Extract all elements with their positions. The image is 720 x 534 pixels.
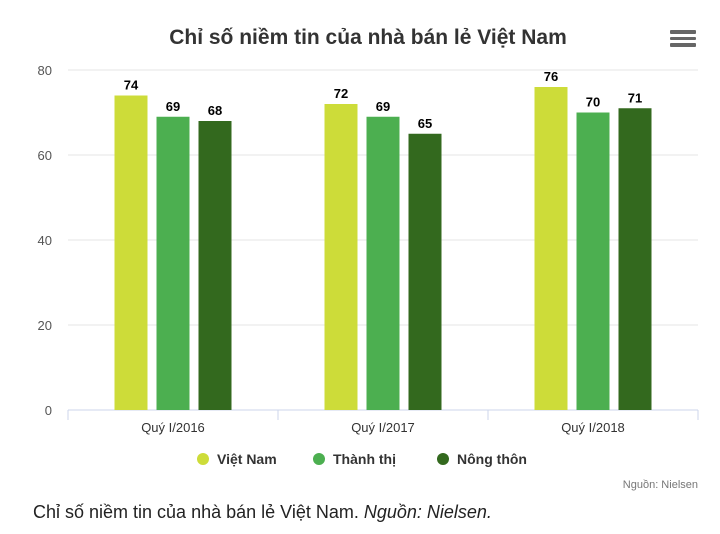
data-label: 68 — [208, 103, 222, 118]
bar — [576, 112, 610, 410]
data-label: 76 — [544, 69, 558, 84]
legend-item: Thành thị — [333, 451, 396, 467]
bar-chart: Chỉ số niềm tin của nhà bán lẻ Việt Nam 0… — [38, 26, 699, 491]
bar — [198, 121, 232, 410]
chart-credits: Nguồn: Nielsen — [623, 479, 698, 491]
legend-marker — [197, 453, 209, 465]
data-label: 72 — [334, 86, 348, 101]
caption-text: Chỉ số niềm tin của nhà bán lẻ Việt Nam. — [33, 502, 364, 522]
chart-title: Chỉ số niềm tin của nhà bán lẻ Việt Nam — [169, 26, 567, 49]
chart-container: Chỉ số niềm tin của nhà bán lẻ Việt Nam 0… — [38, 26, 699, 491]
y-tick-label: 60 — [38, 148, 52, 163]
y-tick-label: 20 — [38, 318, 52, 333]
bar — [114, 95, 148, 410]
bar — [618, 108, 652, 410]
data-label: 65 — [418, 116, 432, 131]
y-tick-label: 0 — [45, 403, 52, 418]
hamburger-menu-icon[interactable] — [670, 28, 696, 50]
bar — [534, 87, 568, 410]
data-label: 74 — [124, 78, 139, 93]
x-tick-label: Quý I/2018 — [561, 420, 625, 435]
bar — [366, 116, 400, 410]
data-label: 69 — [166, 99, 180, 114]
x-tick-label: Quý I/2017 — [351, 420, 415, 435]
y-tick-label: 80 — [38, 63, 52, 78]
x-tick-label: Quý I/2016 — [141, 420, 205, 435]
legend-item: Nông thôn — [457, 451, 527, 467]
figure-caption: Chỉ số niềm tin của nhà bán lẻ Việt Nam.… — [33, 502, 492, 523]
bar — [324, 104, 358, 410]
legend-marker — [313, 453, 325, 465]
y-tick-label: 40 — [38, 233, 52, 248]
legend-item: Việt Nam — [217, 451, 277, 467]
bar — [156, 116, 190, 410]
caption-source: Nguồn: Nielsen. — [363, 502, 492, 522]
legend-marker — [437, 453, 449, 465]
data-label: 69 — [376, 99, 390, 114]
data-label: 71 — [628, 90, 642, 105]
data-label: 70 — [586, 95, 600, 110]
bar — [408, 133, 442, 410]
